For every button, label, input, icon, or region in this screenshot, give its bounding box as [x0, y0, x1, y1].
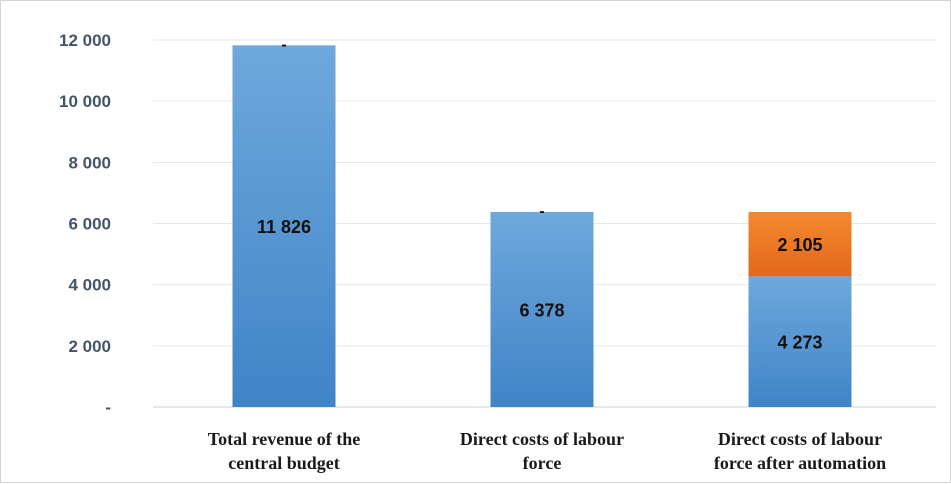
x-category-label-line: force: [523, 453, 562, 473]
bars: [232, 45, 852, 407]
y-tick-label: 2 000: [68, 337, 111, 356]
data-label-zero: -: [281, 36, 286, 53]
x-category-label-line: force after automation: [714, 453, 886, 473]
bar-segment: [748, 211, 852, 277]
y-axis-ticks: - 2 000 4 000 6 000 8 000 10 000 12 000: [59, 31, 111, 417]
data-label: 4 273: [777, 333, 822, 353]
data-label-zero: -: [539, 203, 544, 220]
x-category-label-line: Total revenue of the: [208, 429, 361, 449]
y-tick-label: 8 000: [68, 153, 111, 172]
bar-segment: [490, 211, 594, 407]
x-category-label: Direct costs of labour force after automa…: [714, 429, 886, 473]
data-label: 2 105: [777, 235, 822, 255]
y-tick-label: -: [105, 398, 111, 417]
y-tick-label: 10 000: [59, 92, 111, 111]
bar-segment: [748, 276, 852, 407]
x-category-label: Direct costs of labour force: [460, 429, 624, 473]
y-tick-label: 6 000: [68, 215, 111, 234]
x-category-label-line: central budget: [228, 453, 340, 473]
y-tick-label: 4 000: [68, 276, 111, 295]
x-category-label: Total revenue of the central budget: [208, 429, 361, 473]
data-label: 11 826: [257, 217, 311, 237]
x-category-label-line: Direct costs of labour: [718, 429, 882, 449]
data-label: 6 378: [519, 300, 564, 320]
data-labels: 11 826 - 6 378 - 4 273 2 105: [257, 36, 823, 352]
x-category-label-line: Direct costs of labour: [460, 429, 624, 449]
y-tick-label: 12 000: [59, 31, 111, 50]
x-axis-labels: Total revenue of the central budget Direct…: [208, 429, 886, 473]
bar-segment: [232, 45, 336, 407]
